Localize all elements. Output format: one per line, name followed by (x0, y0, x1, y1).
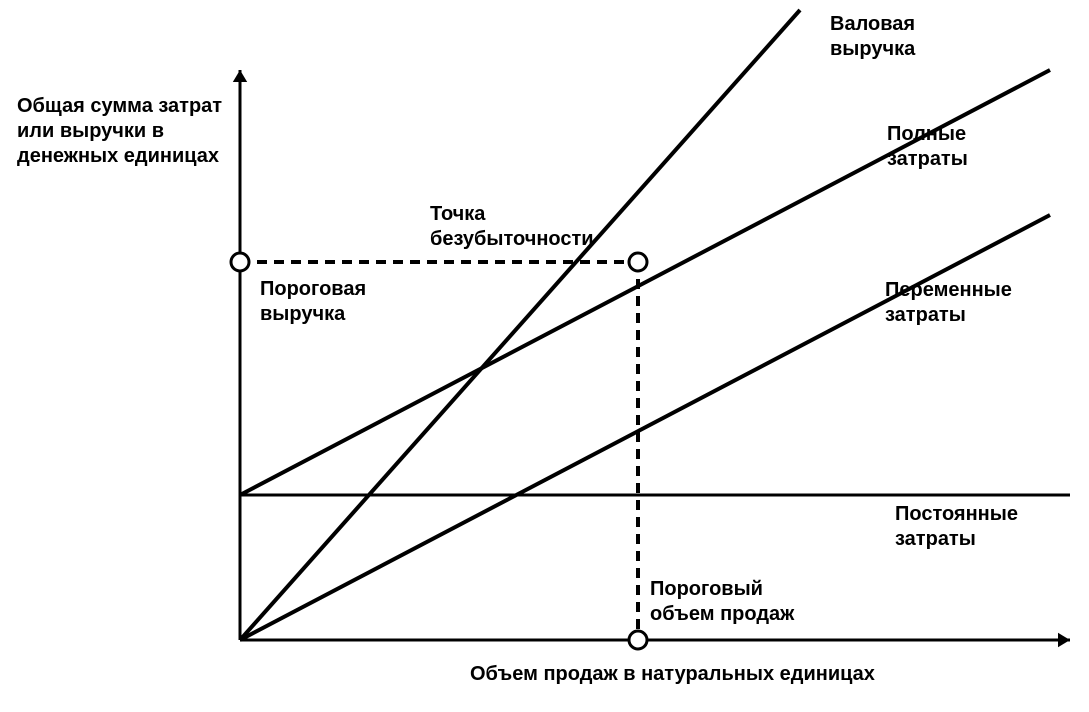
breakeven-label: Точка (430, 203, 486, 225)
y-axis-label: Общая сумма затрат (17, 95, 222, 117)
threshold-volume-label: объем продаж (650, 603, 795, 625)
revenue-label: выручка (830, 38, 916, 60)
threshold-revenue-marker (231, 253, 249, 271)
fixed-cost-label: Постоянные (895, 503, 1018, 525)
variable-cost-label: Переменные (885, 279, 1012, 301)
breakeven-label: безубыточности (430, 228, 594, 250)
x-axis-label: Объем продаж в натуральных единицах (470, 663, 875, 685)
total-cost-label: Полные (887, 123, 966, 145)
breakeven-chart: Общая сумма затрат или выручки в денежных … (0, 0, 1089, 712)
threshold-volume-label: Пороговый (650, 578, 763, 600)
threshold-revenue-label: выручка (260, 303, 346, 325)
variable-cost-label: затраты (885, 304, 966, 326)
chart-svg: Общая сумма затрат или выручки в денежных … (0, 0, 1089, 712)
y-axis-label: денежных единицах (17, 145, 219, 167)
revenue-label: Валовая (830, 13, 915, 35)
breakeven-point-marker (629, 253, 647, 271)
threshold-volume-marker (629, 631, 647, 649)
threshold-revenue-label: Пороговая (260, 278, 366, 300)
y-axis-label: или выручки в (17, 120, 164, 142)
total-cost-label: затраты (887, 148, 968, 170)
fixed-cost-label: затраты (895, 528, 976, 550)
